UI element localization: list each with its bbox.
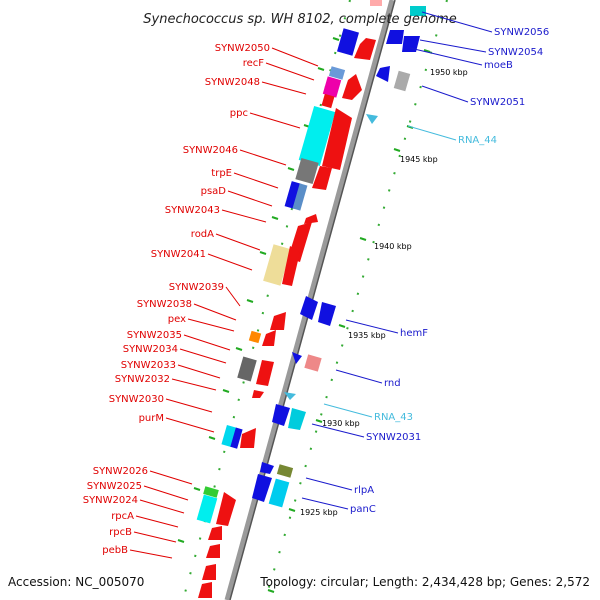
gene-label[interactable]: SYNW2034: [123, 344, 178, 355]
gene-label[interactable]: RNA_43: [374, 412, 413, 423]
gene-label[interactable]: SYNW2041: [151, 249, 206, 260]
left-gene-blocks: [196, 28, 376, 598]
gene-label[interactable]: panC: [350, 504, 376, 515]
gene-label[interactable]: RNA_44: [458, 135, 497, 146]
gene-label[interactable]: trpE: [211, 168, 232, 179]
gene-label[interactable]: SYNW2051: [470, 97, 525, 108]
gene-label[interactable]: SYNW2025: [87, 481, 142, 492]
map-title: Synechococcus sp. WH 8102, complete geno…: [143, 12, 456, 27]
gene-label[interactable]: moeB: [484, 60, 513, 71]
gene-label[interactable]: SYNW2030: [109, 394, 164, 405]
gene-label[interactable]: recF: [243, 58, 265, 69]
gene-label[interactable]: SYNW2039: [169, 282, 224, 293]
gene-label[interactable]: rpcB: [109, 527, 132, 538]
gene-label[interactable]: psaD: [201, 186, 227, 197]
gene-label[interactable]: SYNW2048: [205, 77, 260, 88]
kbp-label: 1940 kbp: [374, 242, 412, 251]
gene-label[interactable]: SYNW2033: [121, 360, 176, 371]
gene-label[interactable]: ppc: [230, 108, 248, 119]
gene-label[interactable]: SYNW2031: [366, 432, 421, 443]
gene-label[interactable]: SYNW2056: [494, 27, 549, 38]
right-gene-blocks: [252, 0, 426, 508]
accession-text: Accession: NC_005070: [8, 575, 144, 589]
kbp-label: 1950 kbp: [430, 68, 468, 77]
gene-label[interactable]: purM: [139, 413, 164, 424]
topology-text: Topology: circular; Length: 2,434,428 bp…: [259, 575, 590, 589]
outer-right-track: [264, 0, 448, 600]
gene-label[interactable]: SYNW2026: [93, 466, 148, 477]
gene-label[interactable]: hemF: [400, 328, 428, 339]
gene-label[interactable]: SYNW2035: [127, 330, 182, 341]
kbp-label: 1925 kbp: [300, 508, 338, 517]
gene-label[interactable]: rodA: [191, 229, 214, 240]
gene-label[interactable]: pex: [168, 314, 186, 325]
gene-label[interactable]: rlpA: [354, 485, 374, 496]
kbp-label: 1935 kbp: [348, 331, 386, 340]
gene-label[interactable]: SYNW2038: [137, 299, 192, 310]
gene-label[interactable]: SYNW2043: [165, 205, 220, 216]
gene-label[interactable]: pebB: [102, 545, 128, 556]
gene-label[interactable]: rnd: [384, 378, 401, 389]
right-gene-label-texts: SYNW2056 SYNW2054 moeB SYNW2051 RNA_44 h…: [350, 27, 549, 515]
gene-label[interactable]: SYNW2054: [488, 47, 543, 58]
kbp-label: 1930 kbp: [322, 419, 360, 428]
gene-label[interactable]: rpcA: [111, 511, 134, 522]
gene-label[interactable]: SYNW2032: [115, 374, 170, 385]
axis-labels: 1950 kbp 1945 kbp 1940 kbp 1935 kbp 1930…: [300, 68, 468, 517]
gene-label[interactable]: SYNW2024: [83, 495, 138, 506]
left-gene-labels[interactable]: [129, 47, 319, 559]
gene-label[interactable]: SYNW2046: [183, 145, 238, 156]
kbp-label: 1945 kbp: [400, 155, 438, 164]
left-gene-label-texts: SYNW2050 recF SYNW2048 ppc SYNW2046 trpE…: [83, 43, 270, 556]
gene-label[interactable]: SYNW2050: [215, 43, 270, 54]
right-gene-connectors: [301, 11, 493, 510]
